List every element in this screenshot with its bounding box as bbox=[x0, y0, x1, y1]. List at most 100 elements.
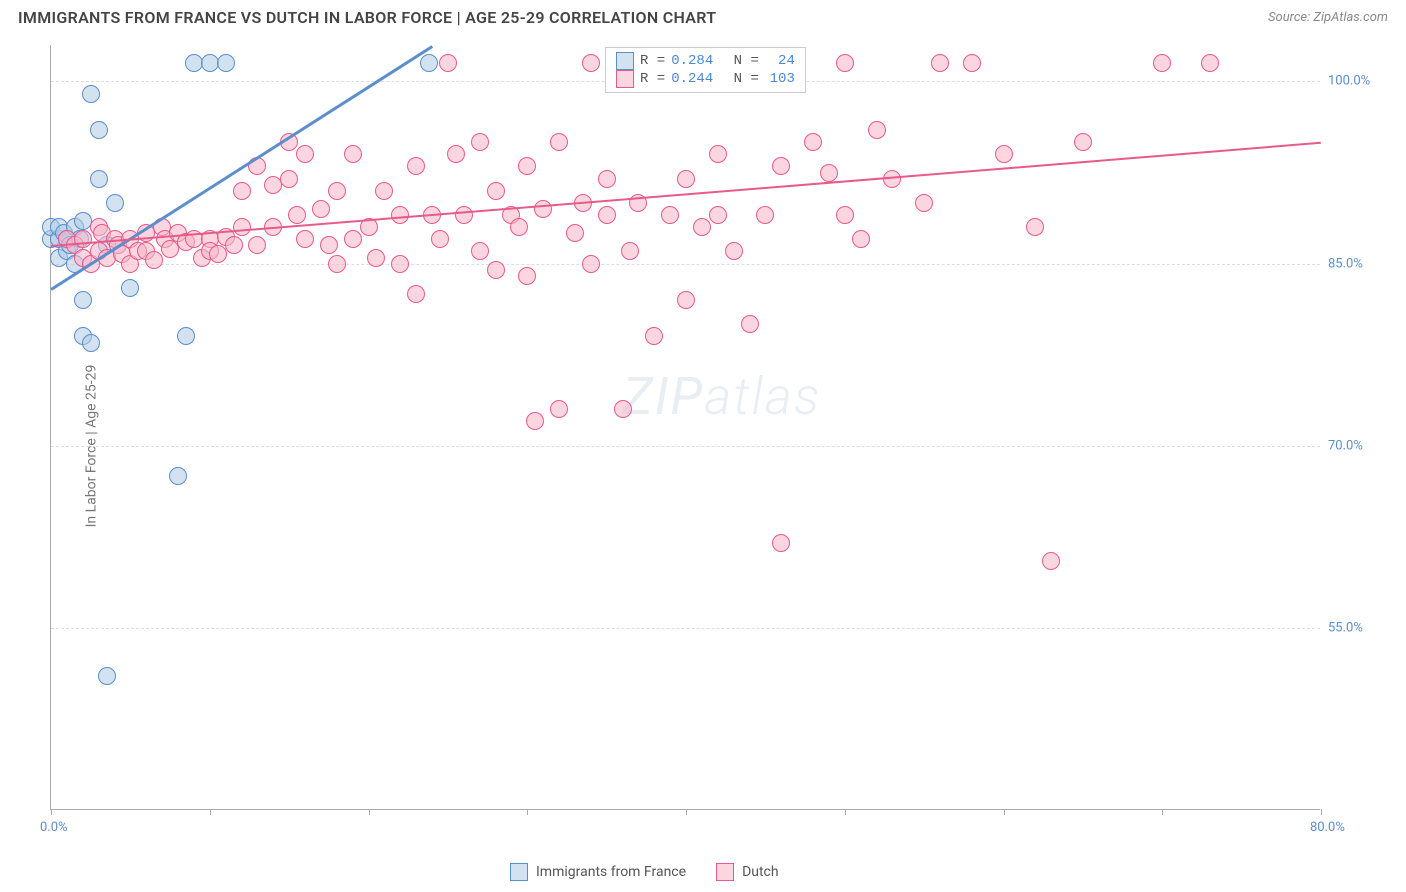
dutch-point bbox=[328, 255, 346, 273]
france-point bbox=[82, 85, 100, 103]
dutch-point bbox=[526, 412, 544, 430]
dutch-point bbox=[407, 285, 425, 303]
france-point bbox=[420, 54, 438, 72]
dutch-point bbox=[1074, 133, 1092, 151]
dutch-point bbox=[487, 182, 505, 200]
dutch-point bbox=[328, 182, 346, 200]
dutch-point bbox=[582, 255, 600, 273]
scatter-plot-area: ZIPatlas bbox=[50, 45, 1320, 810]
x-tick-label: 80.0% bbox=[1310, 820, 1345, 835]
series2-legend-swatch-icon bbox=[716, 863, 734, 881]
dutch-point bbox=[963, 54, 981, 72]
dutch-point bbox=[391, 206, 409, 224]
dutch-point bbox=[74, 230, 92, 248]
france-point bbox=[217, 54, 235, 72]
dutch-point bbox=[661, 206, 679, 224]
x-tick bbox=[369, 809, 370, 815]
dutch-point bbox=[431, 230, 449, 248]
dutch-point bbox=[471, 133, 489, 151]
gridline bbox=[51, 628, 1320, 629]
dutch-point bbox=[709, 206, 727, 224]
dutch-point bbox=[487, 261, 505, 279]
r-label-2: R = bbox=[640, 71, 665, 87]
dutch-point bbox=[280, 170, 298, 188]
dutch-point bbox=[248, 236, 266, 254]
series2-legend-label: Dutch bbox=[742, 864, 779, 880]
x-tick bbox=[1321, 809, 1322, 815]
watermark: ZIPatlas bbox=[623, 366, 822, 427]
x-tick bbox=[1162, 809, 1163, 815]
dutch-point bbox=[772, 534, 790, 552]
dutch-point bbox=[598, 170, 616, 188]
series2-n-value: 103 bbox=[765, 71, 795, 87]
france-point bbox=[106, 194, 124, 212]
france-point bbox=[90, 121, 108, 139]
france-point bbox=[74, 291, 92, 309]
dutch-point bbox=[296, 230, 314, 248]
dutch-point bbox=[344, 145, 362, 163]
dutch-point bbox=[312, 200, 330, 218]
dutch-point bbox=[820, 164, 838, 182]
gridline bbox=[51, 264, 1320, 265]
dutch-point bbox=[320, 236, 338, 254]
x-tick bbox=[210, 809, 211, 815]
dutch-point bbox=[836, 54, 854, 72]
x-tick bbox=[527, 809, 528, 815]
dutch-point bbox=[518, 267, 536, 285]
series1-n-value: 24 bbox=[765, 53, 795, 69]
y-tick-label: 55.0% bbox=[1328, 620, 1363, 635]
dutch-point bbox=[534, 200, 552, 218]
dutch-point bbox=[645, 327, 663, 345]
correlation-stats-legend: R = 0.284 N = 24 R = 0.244 N = 103 bbox=[605, 47, 806, 93]
dutch-point bbox=[772, 157, 790, 175]
n-label-2: N = bbox=[734, 71, 759, 87]
x-tick bbox=[845, 809, 846, 815]
dutch-point bbox=[756, 206, 774, 224]
dutch-point bbox=[233, 182, 251, 200]
source-attribution: Source: ZipAtlas.com bbox=[1268, 10, 1388, 25]
dutch-point bbox=[407, 157, 425, 175]
y-tick-label: 100.0% bbox=[1328, 74, 1370, 89]
dutch-point bbox=[836, 206, 854, 224]
series1-swatch-icon bbox=[616, 52, 634, 70]
dutch-point bbox=[741, 315, 759, 333]
dutch-point bbox=[1042, 552, 1060, 570]
dutch-point bbox=[614, 400, 632, 418]
r-label: R = bbox=[640, 53, 665, 69]
series1-legend-swatch-icon bbox=[510, 863, 528, 881]
dutch-point bbox=[915, 194, 933, 212]
dutch-point bbox=[455, 206, 473, 224]
x-tick bbox=[1004, 809, 1005, 815]
dutch-point bbox=[804, 133, 822, 151]
dutch-point bbox=[1201, 54, 1219, 72]
y-tick-label: 85.0% bbox=[1328, 256, 1363, 271]
france-point bbox=[90, 170, 108, 188]
chart-title: IMMIGRANTS FROM FRANCE VS DUTCH IN LABOR… bbox=[18, 8, 716, 27]
dutch-point bbox=[550, 133, 568, 151]
dutch-point bbox=[344, 230, 362, 248]
france-point bbox=[82, 334, 100, 352]
dutch-point bbox=[709, 145, 727, 163]
dutch-point bbox=[1026, 218, 1044, 236]
dutch-point bbox=[693, 218, 711, 236]
dutch-point bbox=[566, 224, 584, 242]
dutch-point bbox=[233, 218, 251, 236]
dutch-point bbox=[868, 121, 886, 139]
dutch-point bbox=[510, 218, 528, 236]
dutch-point bbox=[725, 242, 743, 260]
x-tick bbox=[686, 809, 687, 815]
dutch-point bbox=[288, 206, 306, 224]
dutch-point bbox=[447, 145, 465, 163]
france-point bbox=[169, 467, 187, 485]
dutch-point bbox=[471, 242, 489, 260]
x-tick bbox=[51, 809, 52, 815]
france-point bbox=[98, 667, 116, 685]
n-label: N = bbox=[734, 53, 759, 69]
dutch-point bbox=[375, 182, 393, 200]
series1-r-value: 0.284 bbox=[671, 53, 713, 69]
series-legend: Immigrants from France Dutch bbox=[510, 863, 779, 881]
dutch-point bbox=[550, 400, 568, 418]
dutch-point bbox=[995, 145, 1013, 163]
series2-swatch-icon bbox=[616, 70, 634, 88]
dutch-point bbox=[518, 157, 536, 175]
